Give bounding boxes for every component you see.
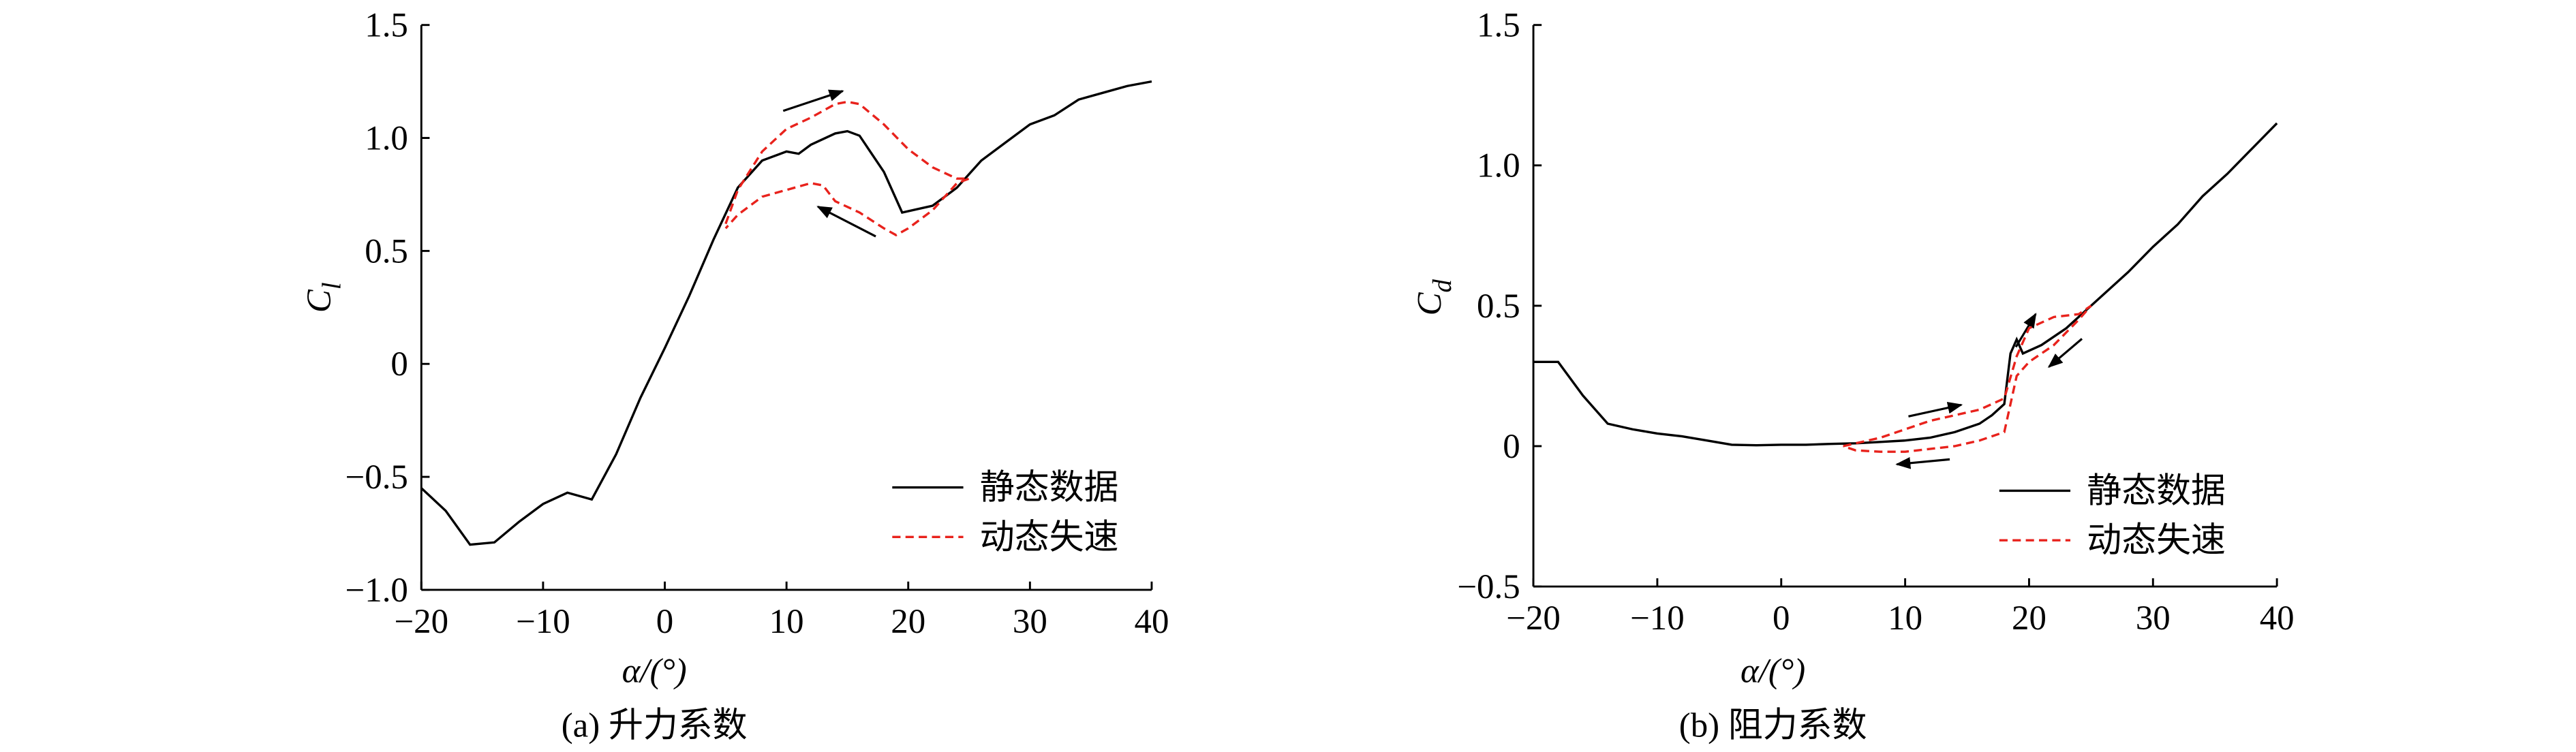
y-tick-label: 1.0	[365, 120, 408, 158]
x-tick-label: 10	[1888, 599, 1922, 638]
y-tick-label: −0.5	[1457, 568, 1520, 606]
y-label-symbol: C	[301, 289, 339, 313]
caption: (a) 升力系数	[562, 707, 748, 745]
arrow	[1895, 457, 1950, 469]
legend-label: 静态数据	[980, 469, 1119, 507]
y-axis-label: Cl	[301, 282, 347, 313]
y-tick-label: 0	[390, 345, 408, 383]
y-tick-label: 0.5	[365, 232, 408, 270]
arrow	[782, 89, 844, 112]
arrow	[2014, 313, 2037, 348]
x-tick-label: 30	[2136, 599, 2171, 638]
arrow	[2047, 338, 2083, 369]
y-axis-label: Cd	[1411, 279, 1457, 315]
y-tick-label: 0.5	[1477, 287, 1520, 326]
y-tick-label: 1.5	[365, 7, 408, 45]
chart: −0.5 0 0.5 1.0 1.5 −20 −10 0 10 20 30 40 α/(°) (b) 阻力…	[1411, 7, 2294, 745]
x-tick-label: 20	[2012, 599, 2046, 638]
x-tick-label: −10	[516, 603, 570, 641]
y-label-symbol: C	[1411, 292, 1449, 315]
x-tick-label: 0	[656, 603, 673, 641]
series-line	[724, 100, 970, 237]
legend-label: 静态数据	[2087, 472, 2226, 510]
series-line	[420, 80, 1152, 546]
x-tick-label: −20	[394, 603, 448, 641]
x-axis-label: α/(°)	[622, 653, 687, 691]
x-tick-label: 10	[769, 603, 804, 641]
series-line	[1533, 122, 2278, 447]
x-tick-label: 30	[1013, 603, 1047, 641]
x-tick-label: −10	[1630, 599, 1685, 638]
arrow	[816, 205, 876, 238]
x-tick-label: 20	[891, 603, 925, 641]
legend-label: 动态失速	[2087, 522, 2226, 560]
caption: (b) 阻力系数	[1679, 707, 1867, 745]
y-tick-label: −1.0	[346, 571, 408, 610]
arrow	[1908, 401, 1963, 418]
x-tick-label: 40	[2260, 599, 2295, 638]
legend-label: 动态失速	[980, 518, 1119, 557]
flow-arrows	[782, 89, 2083, 469]
y-tick-label: 1.0	[1477, 147, 1520, 185]
x-tick-label: −20	[1506, 599, 1561, 638]
y-tick-label: 1.5	[1477, 7, 1520, 45]
y-label-subscript: l	[317, 282, 346, 289]
y-label-subscript: d	[1428, 279, 1457, 292]
x-tick-label: 40	[1135, 603, 1169, 641]
x-axis-label: α/(°)	[1741, 653, 1805, 691]
x-tick-label: 0	[1773, 599, 1790, 638]
series-line	[1843, 304, 2092, 453]
chart: −1.0 −0.5 0 0.5 1.0 1.5 −20 −10 0 10 20 30 40 α/(°) (a…	[301, 7, 1169, 745]
y-tick-label: −0.5	[346, 458, 408, 497]
y-tick-label: 0	[1503, 428, 1520, 466]
